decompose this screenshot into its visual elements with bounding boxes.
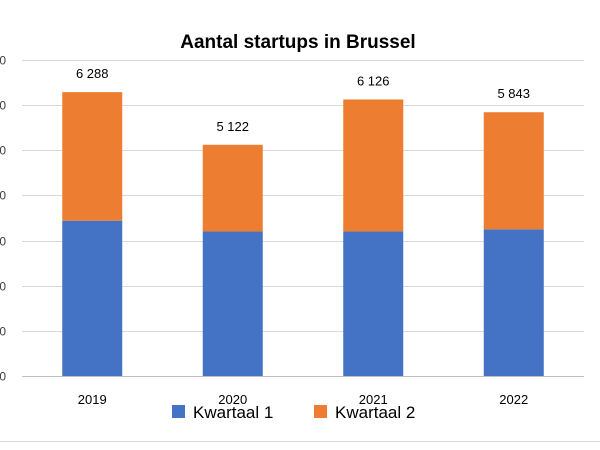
chart-frame-bottom: [0, 441, 600, 442]
bars: [62, 92, 544, 376]
legend-label-kwartaal-2: Kwartaal 2: [335, 403, 415, 422]
legend-swatch-kwartaal-1: [172, 405, 185, 418]
y-tick-label: 0: [0, 370, 6, 384]
x-tick-label-2021: 2021: [359, 392, 388, 407]
bar-2019-kwartaal-2: [62, 92, 123, 221]
total-label-2019: 6 288: [76, 66, 109, 81]
y-tick-label: 0: [0, 54, 6, 68]
y-tick-label: 0: [0, 280, 6, 294]
legend-swatch-kwartaal-2: [314, 405, 327, 418]
total-label-2022: 5 843: [497, 86, 530, 101]
y-axis-labels: 0 0 0 0 0 0 0 0: [0, 54, 6, 384]
x-tick-label-2020: 2020: [218, 392, 247, 407]
x-axis-labels: 2019 2020 2021 2022: [78, 392, 528, 407]
y-tick-label: 0: [0, 325, 6, 339]
bar-2022-kwartaal-2: [483, 112, 544, 230]
y-tick-label: 0: [0, 235, 6, 249]
chart-title: Aantal startups in Brussel: [180, 32, 415, 53]
legend: Kwartaal 1 Kwartaal 2: [172, 403, 415, 422]
x-tick-label-2019: 2019: [78, 392, 107, 407]
total-label-2020: 5 122: [216, 119, 249, 134]
total-label-2021: 6 126: [357, 73, 390, 88]
legend-label-kwartaal-1: Kwartaal 1: [193, 403, 273, 422]
bar-2021-kwartaal-1: [343, 231, 404, 376]
total-labels: 6 288 5 122 6 126 5 843: [76, 66, 530, 134]
bar-2021-kwartaal-2: [343, 99, 404, 232]
y-tick-label: 0: [0, 189, 6, 203]
bar-2022-kwartaal-1: [483, 229, 544, 376]
y-tick-label: 0: [0, 99, 6, 113]
bar-2020-kwartaal-2: [202, 144, 263, 232]
y-tick-label: 0: [0, 144, 6, 158]
bar-2020-kwartaal-1: [202, 231, 263, 376]
x-tick-label-2022: 2022: [499, 392, 528, 407]
bar-2019-kwartaal-1: [62, 220, 123, 376]
